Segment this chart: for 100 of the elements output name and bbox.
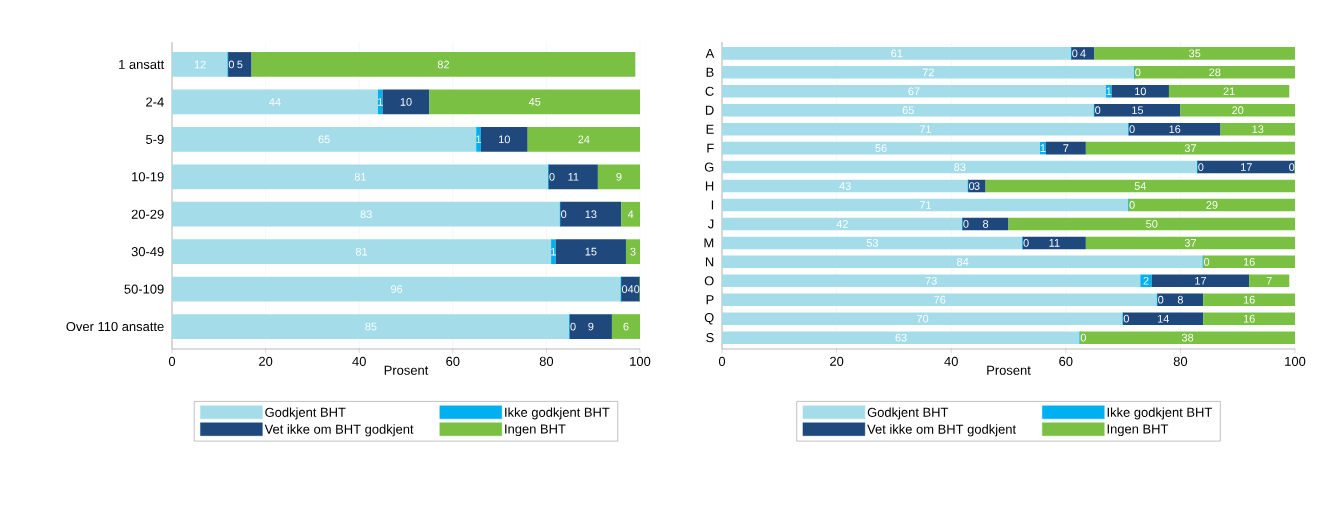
x-tick-label: 40 [352,356,366,366]
y-tick-label: E [706,124,714,134]
data-label: 38 [1181,333,1194,342]
y-tick-label: Over 110 ansatte [66,321,164,332]
data-label: 5 [237,60,243,69]
legend-label: Ikke godkjent BHT [1107,407,1212,420]
data-label: 0 [1129,201,1135,209]
data-label: 50 [1146,220,1158,228]
legend-label: Ikke godkjent BHT [505,407,610,420]
data-label: 0 [1289,163,1295,171]
data-label: 1 [476,135,482,144]
y-tick-label: 10-19 [132,172,164,182]
data-label: 16 [1243,257,1255,266]
data-label: 11 [1049,239,1060,247]
data-label: 24 [578,135,590,144]
y-tick-label: D [705,105,714,115]
data-label: 0 [634,285,640,293]
data-label: 7 [1063,144,1069,152]
data-label: 3 [630,247,636,256]
y-tick-label: A [705,48,715,58]
x-tick-label: 60 [446,356,460,366]
data-label: 44 [269,98,281,106]
data-label: 56 [875,144,887,153]
y-tick-label: S [706,333,714,343]
data-label: 72 [922,68,934,77]
x-axis-title: Prosent [384,365,429,375]
y-tick-label: G [704,162,714,172]
y-tick-label: 1 ansatt [119,59,165,69]
data-label: 37 [1184,239,1196,247]
y-tick-label: 50-109 [124,284,164,294]
data-label: 43 [839,182,851,190]
data-label: 0 [1095,106,1101,115]
data-label: 14 [1157,314,1169,323]
data-label: 61 [891,49,903,58]
data-label: 20 [1232,106,1244,115]
x-tick-label: 20 [830,356,844,366]
data-label: 16 [1169,125,1181,134]
data-label: 0 [969,182,975,190]
data-label: 10 [499,135,510,144]
data-label: 71 [919,125,931,133]
y-tick-label: O [704,276,714,286]
data-label: 84 [957,257,969,266]
data-label: 0 [228,60,235,69]
y-tick-label: N [705,257,714,267]
data-label: 37 [1184,144,1196,153]
legend-label: Vet ikke om BHT godkjent [264,424,414,437]
data-label: 0 [1080,333,1086,342]
data-label: 0 [570,322,576,331]
data-label: 4 [1080,49,1086,58]
x-tick-label: 100 [1285,356,1306,366]
y-tick-label: J [707,219,714,229]
legend-label: Ingen BHT [505,424,566,437]
data-label: 13 [1252,125,1264,134]
data-label: 1 [378,98,383,106]
data-label: 9 [588,322,594,331]
data-label: 17 [1195,277,1207,285]
data-label: 29 [1206,201,1218,209]
data-label: 0 [1072,49,1078,58]
data-label: 4 [627,210,634,218]
y-tick-label: 2-4 [146,97,164,107]
data-label: 0 [1198,163,1204,171]
y-tick-label: 30-49 [131,247,164,257]
data-label: 76 [934,295,946,304]
data-label: 3 [974,182,980,190]
data-label: 4 [627,285,634,293]
data-label: 0 [963,220,969,228]
legend-label: Vet ikke om BHT godkjent [867,424,1016,437]
data-label: 81 [355,247,368,256]
data-label: 82 [437,60,449,69]
x-tick-label: 80 [539,356,554,366]
data-label: 8 [983,220,989,228]
legend-label: Godkjent BHT [265,407,346,420]
y-tick-label: 5-9 [146,134,164,144]
data-label: 0 [549,172,555,181]
data-label: 73 [925,276,937,285]
data-label: 16 [1243,314,1255,323]
data-label: 15 [585,247,597,256]
x-tick-label: 40 [944,356,958,366]
data-label: 1 [551,247,556,256]
data-label: 45 [528,98,541,106]
data-label: 42 [836,220,848,228]
legend-label: Godkjent BHT [867,407,949,420]
data-label: 28 [1209,68,1221,77]
y-tick-label: B [706,67,714,77]
data-label: 17 [1241,163,1252,171]
data-label: 70 [917,314,929,323]
y-tick-label: 20-29 [131,209,164,219]
data-label: 2 [1143,276,1149,285]
data-label: 65 [902,106,914,115]
data-label: 63 [895,333,907,342]
x-tick-label: 20 [259,356,273,366]
data-label: 0 [1203,257,1210,266]
data-label: 12 [194,60,206,69]
data-label: 1 [1040,144,1046,152]
x-tick-label: 100 [630,356,651,366]
data-label: 0 [1129,125,1135,134]
data-label: 0 [1135,68,1141,77]
data-label: 83 [954,163,966,171]
data-label: 13 [585,210,597,219]
data-label: 9 [616,172,622,181]
